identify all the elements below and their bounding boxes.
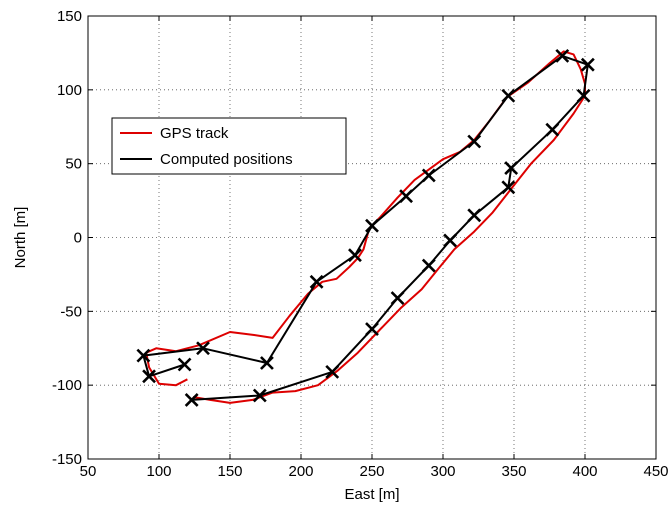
y-tick-label: -100 (52, 377, 82, 394)
x-tick-label: 400 (572, 463, 597, 480)
data-point-marker (467, 134, 482, 149)
data-point-marker (325, 364, 340, 379)
y-tick-label: 0 (74, 230, 82, 247)
legend-label-computed-positions: Computed positions (160, 151, 293, 168)
legend: GPS track Computed positions (111, 117, 347, 175)
data-point-marker (177, 357, 192, 372)
x-tick-label: 350 (501, 463, 526, 480)
series-layer (136, 48, 595, 407)
data-point-marker (365, 218, 379, 233)
data-point-marker (260, 356, 274, 370)
data-point-marker (399, 189, 413, 204)
data-point-marker (136, 348, 151, 363)
data-point-marker (421, 258, 436, 273)
legend-box (111, 117, 347, 175)
y-tick-label: -150 (52, 451, 82, 468)
data-point-marker (545, 122, 560, 137)
data-point-marker (196, 341, 210, 356)
x-tick-label: 50 (80, 463, 97, 480)
y-axis-label: North [m] (12, 207, 29, 269)
data-point-marker (576, 88, 591, 103)
data-point-marker (443, 233, 458, 248)
data-point-marker (504, 161, 519, 176)
data-point-marker (421, 168, 436, 183)
x-tick-label: 150 (217, 463, 242, 480)
x-tick-label: 250 (359, 463, 384, 480)
data-point-marker (467, 208, 482, 223)
data-point-marker (184, 393, 199, 407)
x-tick-label: 300 (430, 463, 455, 480)
data-point-marker (555, 48, 570, 63)
data-point-marker (501, 180, 516, 195)
legend-label-gps-track: GPS track (160, 125, 229, 142)
x-tick-label: 100 (146, 463, 171, 480)
y-tick-label: -50 (60, 303, 82, 320)
data-point-marker (252, 388, 267, 403)
grid-lines (88, 16, 656, 459)
data-point-marker (348, 248, 362, 263)
x-tick-label: 200 (288, 463, 313, 480)
data-point-marker (365, 322, 379, 336)
data-point-marker (309, 274, 324, 289)
data-point-marker (142, 369, 156, 384)
y-tick-label: 50 (65, 156, 82, 173)
tick-labels: 50 100 150 200 250 300 350 400 450 -150 -100 -50 0 50… (52, 8, 669, 480)
data-point-marker (390, 291, 405, 305)
data-point-marker (501, 88, 516, 103)
y-tick-label: 150 (57, 8, 82, 25)
data-point-marker (580, 57, 595, 72)
y-tick-label: 100 (57, 82, 82, 99)
x-axis-label: East [m] (344, 486, 399, 503)
x-tick-label: 450 (643, 463, 668, 480)
